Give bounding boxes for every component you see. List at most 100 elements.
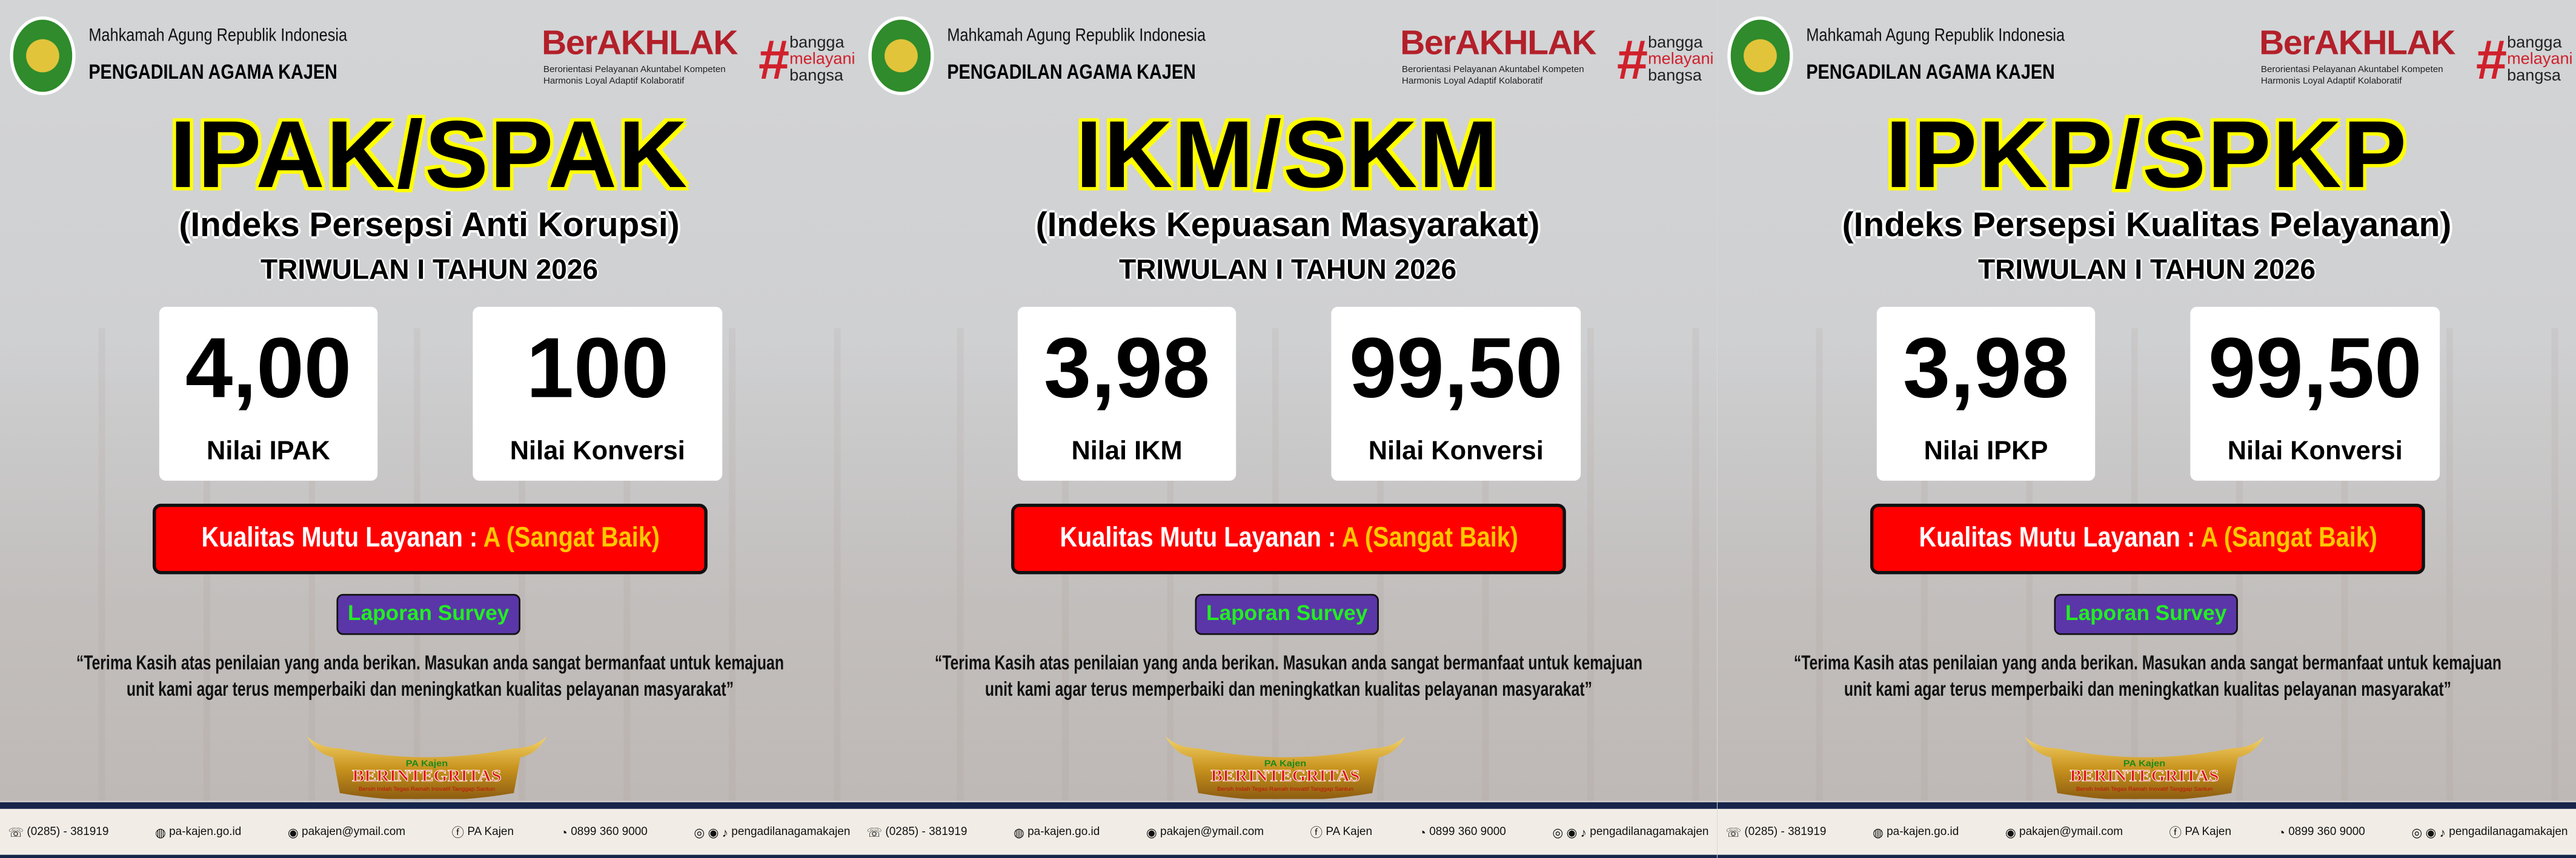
whatsapp-number: 0899 360 9000 <box>2288 826 2365 838</box>
badge-main: BERINTEGRITAS <box>2070 767 2219 785</box>
bangsa-word: bangsa <box>789 67 844 85</box>
youtube-icon: ◉ <box>708 824 719 839</box>
melayani-word: melayani <box>1648 50 1714 69</box>
quality-label: Kualitas Mutu Layanan : <box>1918 521 2200 553</box>
panel-2: Mahkamah Agung Republik Indonesia PENGAD… <box>1717 0 2576 858</box>
melayani-word: melayani <box>789 50 855 69</box>
facebook-icon: ⓕ <box>1310 824 1323 839</box>
youtube-icon: ◉ <box>2425 824 2436 839</box>
badge-sub: Bersih Indah Tegas Ramah Inovatif Tangga… <box>359 786 495 792</box>
contact-footer: ☏ (0285) - 381919 ◍ pa-kajen.go.id ◉ pakaje… <box>0 802 859 858</box>
period: TRIWULAN I TAHUN 2026 <box>1119 254 1457 286</box>
berakhlak-logo: BerAKHLAK <box>2259 24 2455 62</box>
score-card: 3,98 Nilai IKM <box>1018 306 1237 481</box>
website-link[interactable]: pa-kajen.go.id <box>169 826 242 838</box>
score-value: 3,98 <box>1902 322 2069 417</box>
whatsapp-number: 0899 360 9000 <box>1429 826 1507 838</box>
conversion-card: 99,50 Nilai Konversi <box>1331 306 1581 481</box>
berintegritas-ribbon-badge: PA Kajen BERINTEGRITAS Bersih Indah Tega… <box>1166 736 1406 799</box>
facebook-link[interactable]: PA Kajen <box>467 826 514 838</box>
instagram-icon: ◎ <box>2411 824 2422 839</box>
period: TRIWULAN I TAHUN 2026 <box>261 254 599 286</box>
bangga-melayani-bangsa-logo: # bangga melayani bangsa <box>1617 33 1714 88</box>
badge-sub: Bersih Indah Tegas Ramah Inovatif Tangga… <box>2076 786 2213 792</box>
globe-icon: ◍ <box>1872 824 1884 839</box>
email-link[interactable]: pakajen@ymail.com <box>2019 826 2123 838</box>
berakhlak-tagline: Berorientasi Pelayanan Akuntabel Kompete… <box>2260 65 2443 87</box>
instagram-icon: ◎ <box>694 824 705 839</box>
score-card: 4,00 Nilai IPAK <box>159 306 378 481</box>
court-name: PENGADILAN AGAMA KAJEN <box>1805 61 2055 84</box>
website-link[interactable]: pa-kajen.go.id <box>1027 826 1100 838</box>
social-handle[interactable]: pengadilanagamakajen <box>1590 826 1709 838</box>
survey-report-button[interactable]: Laporan Survey <box>1195 593 1379 635</box>
score-label: Nilai IPAK <box>207 438 331 466</box>
phone-icon: ☏ <box>8 824 24 839</box>
social-handle[interactable]: pengadilanagamakajen <box>731 826 851 838</box>
facebook-icon: ⓕ <box>451 824 464 839</box>
phone-number: (0285) - 381919 <box>885 826 968 838</box>
facebook-icon: ⓕ <box>2169 824 2182 839</box>
hashtag-icon: # <box>1617 29 1648 92</box>
bangga-melayani-bangsa-logo: # bangga melayani bangsa <box>2475 33 2572 88</box>
quality-grade: A (Sangat Baik) <box>2200 521 2377 553</box>
conversion-value: 99,50 <box>2208 322 2422 417</box>
berakhlak-tagline: Berorientasi Pelayanan Akuntabel Kompete… <box>543 65 726 87</box>
conversion-card: 99,50 Nilai Konversi <box>2190 306 2440 481</box>
index-subtitle: (Indeks Persepsi Anti Korupsi) <box>179 206 680 245</box>
panel-0: Mahkamah Agung Republik Indonesia PENGAD… <box>0 0 859 858</box>
quality-text: Kualitas Mutu Layanan : A (Sangat Baik) <box>1060 507 1518 569</box>
badge-sub: Bersih Indah Tegas Ramah Inovatif Tangga… <box>1217 786 1353 792</box>
court-logo-icon <box>868 16 934 96</box>
facebook-link[interactable]: PA Kajen <box>2185 826 2231 838</box>
survey-report-button[interactable]: Laporan Survey <box>336 593 520 635</box>
badge-main: BERINTEGRITAS <box>1211 767 1360 785</box>
whatsapp-number: 0899 360 9000 <box>571 826 648 838</box>
quality-banner: Kualitas Mutu Layanan : A (Sangat Baik) <box>152 503 708 575</box>
quality-label: Kualitas Mutu Layanan : <box>201 521 483 553</box>
conversion-label: Nilai Konversi <box>2227 438 2403 466</box>
conversion-label: Nilai Konversi <box>510 438 685 466</box>
social-handle[interactable]: pengadilanagamakajen <box>2448 826 2568 838</box>
conversion-card: 100 Nilai Konversi <box>473 306 723 481</box>
survey-report-button[interactable]: Laporan Survey <box>2054 593 2238 635</box>
org-name: Mahkamah Agung Republik Indonesia <box>88 26 348 46</box>
quality-grade: A (Sangat Baik) <box>1341 521 1518 553</box>
whatsapp-icon: ◔ <box>1418 824 1427 839</box>
contact-footer: ☏ (0285) - 381919 ◍ pa-kajen.go.id ◉ pakaje… <box>858 802 1718 858</box>
index-title: IPAK/SPAK <box>170 101 689 209</box>
quality-grade: A (Sangat Baik) <box>482 521 660 553</box>
index-subtitle: (Indeks Kepuasan Masyarakat) <box>1036 206 1540 245</box>
phone-icon: ☏ <box>1725 824 1741 839</box>
tiktok-icon: ♪ <box>722 824 728 839</box>
berakhlak-tagline: Berorientasi Pelayanan Akuntabel Kompete… <box>1402 65 1585 87</box>
whatsapp-icon: ◔ <box>2277 824 2285 839</box>
conversion-value: 99,50 <box>1349 322 1563 417</box>
thank-you-quote: “Terima Kasih atas penilaian yang anda b… <box>1793 651 2501 701</box>
hashtag-icon: # <box>758 29 790 92</box>
bangga-word: bangga <box>789 34 845 53</box>
website-link[interactable]: pa-kajen.go.id <box>1886 826 1959 838</box>
bangga-melayani-bangsa-logo: # bangga melayani bangsa <box>759 33 855 88</box>
email-link[interactable]: pakajen@ymail.com <box>1160 826 1264 838</box>
quality-text: Kualitas Mutu Layanan : A (Sangat Baik) <box>201 507 659 569</box>
email-icon: ◉ <box>2005 824 2016 839</box>
tiktok-icon: ♪ <box>1581 824 1587 839</box>
bangsa-word: bangsa <box>1648 67 1702 85</box>
score-label: Nilai IPKP <box>1924 438 2048 466</box>
quality-label: Kualitas Mutu Layanan : <box>1059 521 1342 553</box>
score-card: 3,98 Nilai IPKP <box>1876 306 2095 481</box>
phone-number: (0285) - 381919 <box>27 826 109 838</box>
index-title: IKM/SKM <box>1075 101 1500 209</box>
facebook-link[interactable]: PA Kajen <box>1326 826 1373 838</box>
panel-card: Mahkamah Agung Republik Indonesia PENGAD… <box>1717 0 2576 858</box>
youtube-icon: ◉ <box>1566 824 1578 839</box>
court-logo-icon <box>10 16 76 96</box>
score-value: 3,98 <box>1044 322 1210 417</box>
badge-top: PA Kajen <box>1264 759 1306 768</box>
berakhlak-logo: BerAKHLAK <box>542 24 738 62</box>
org-name: Mahkamah Agung Republik Indonesia <box>947 26 1206 46</box>
email-link[interactable]: pakajen@ymail.com <box>302 826 406 838</box>
bangsa-word: bangsa <box>2506 67 2561 85</box>
